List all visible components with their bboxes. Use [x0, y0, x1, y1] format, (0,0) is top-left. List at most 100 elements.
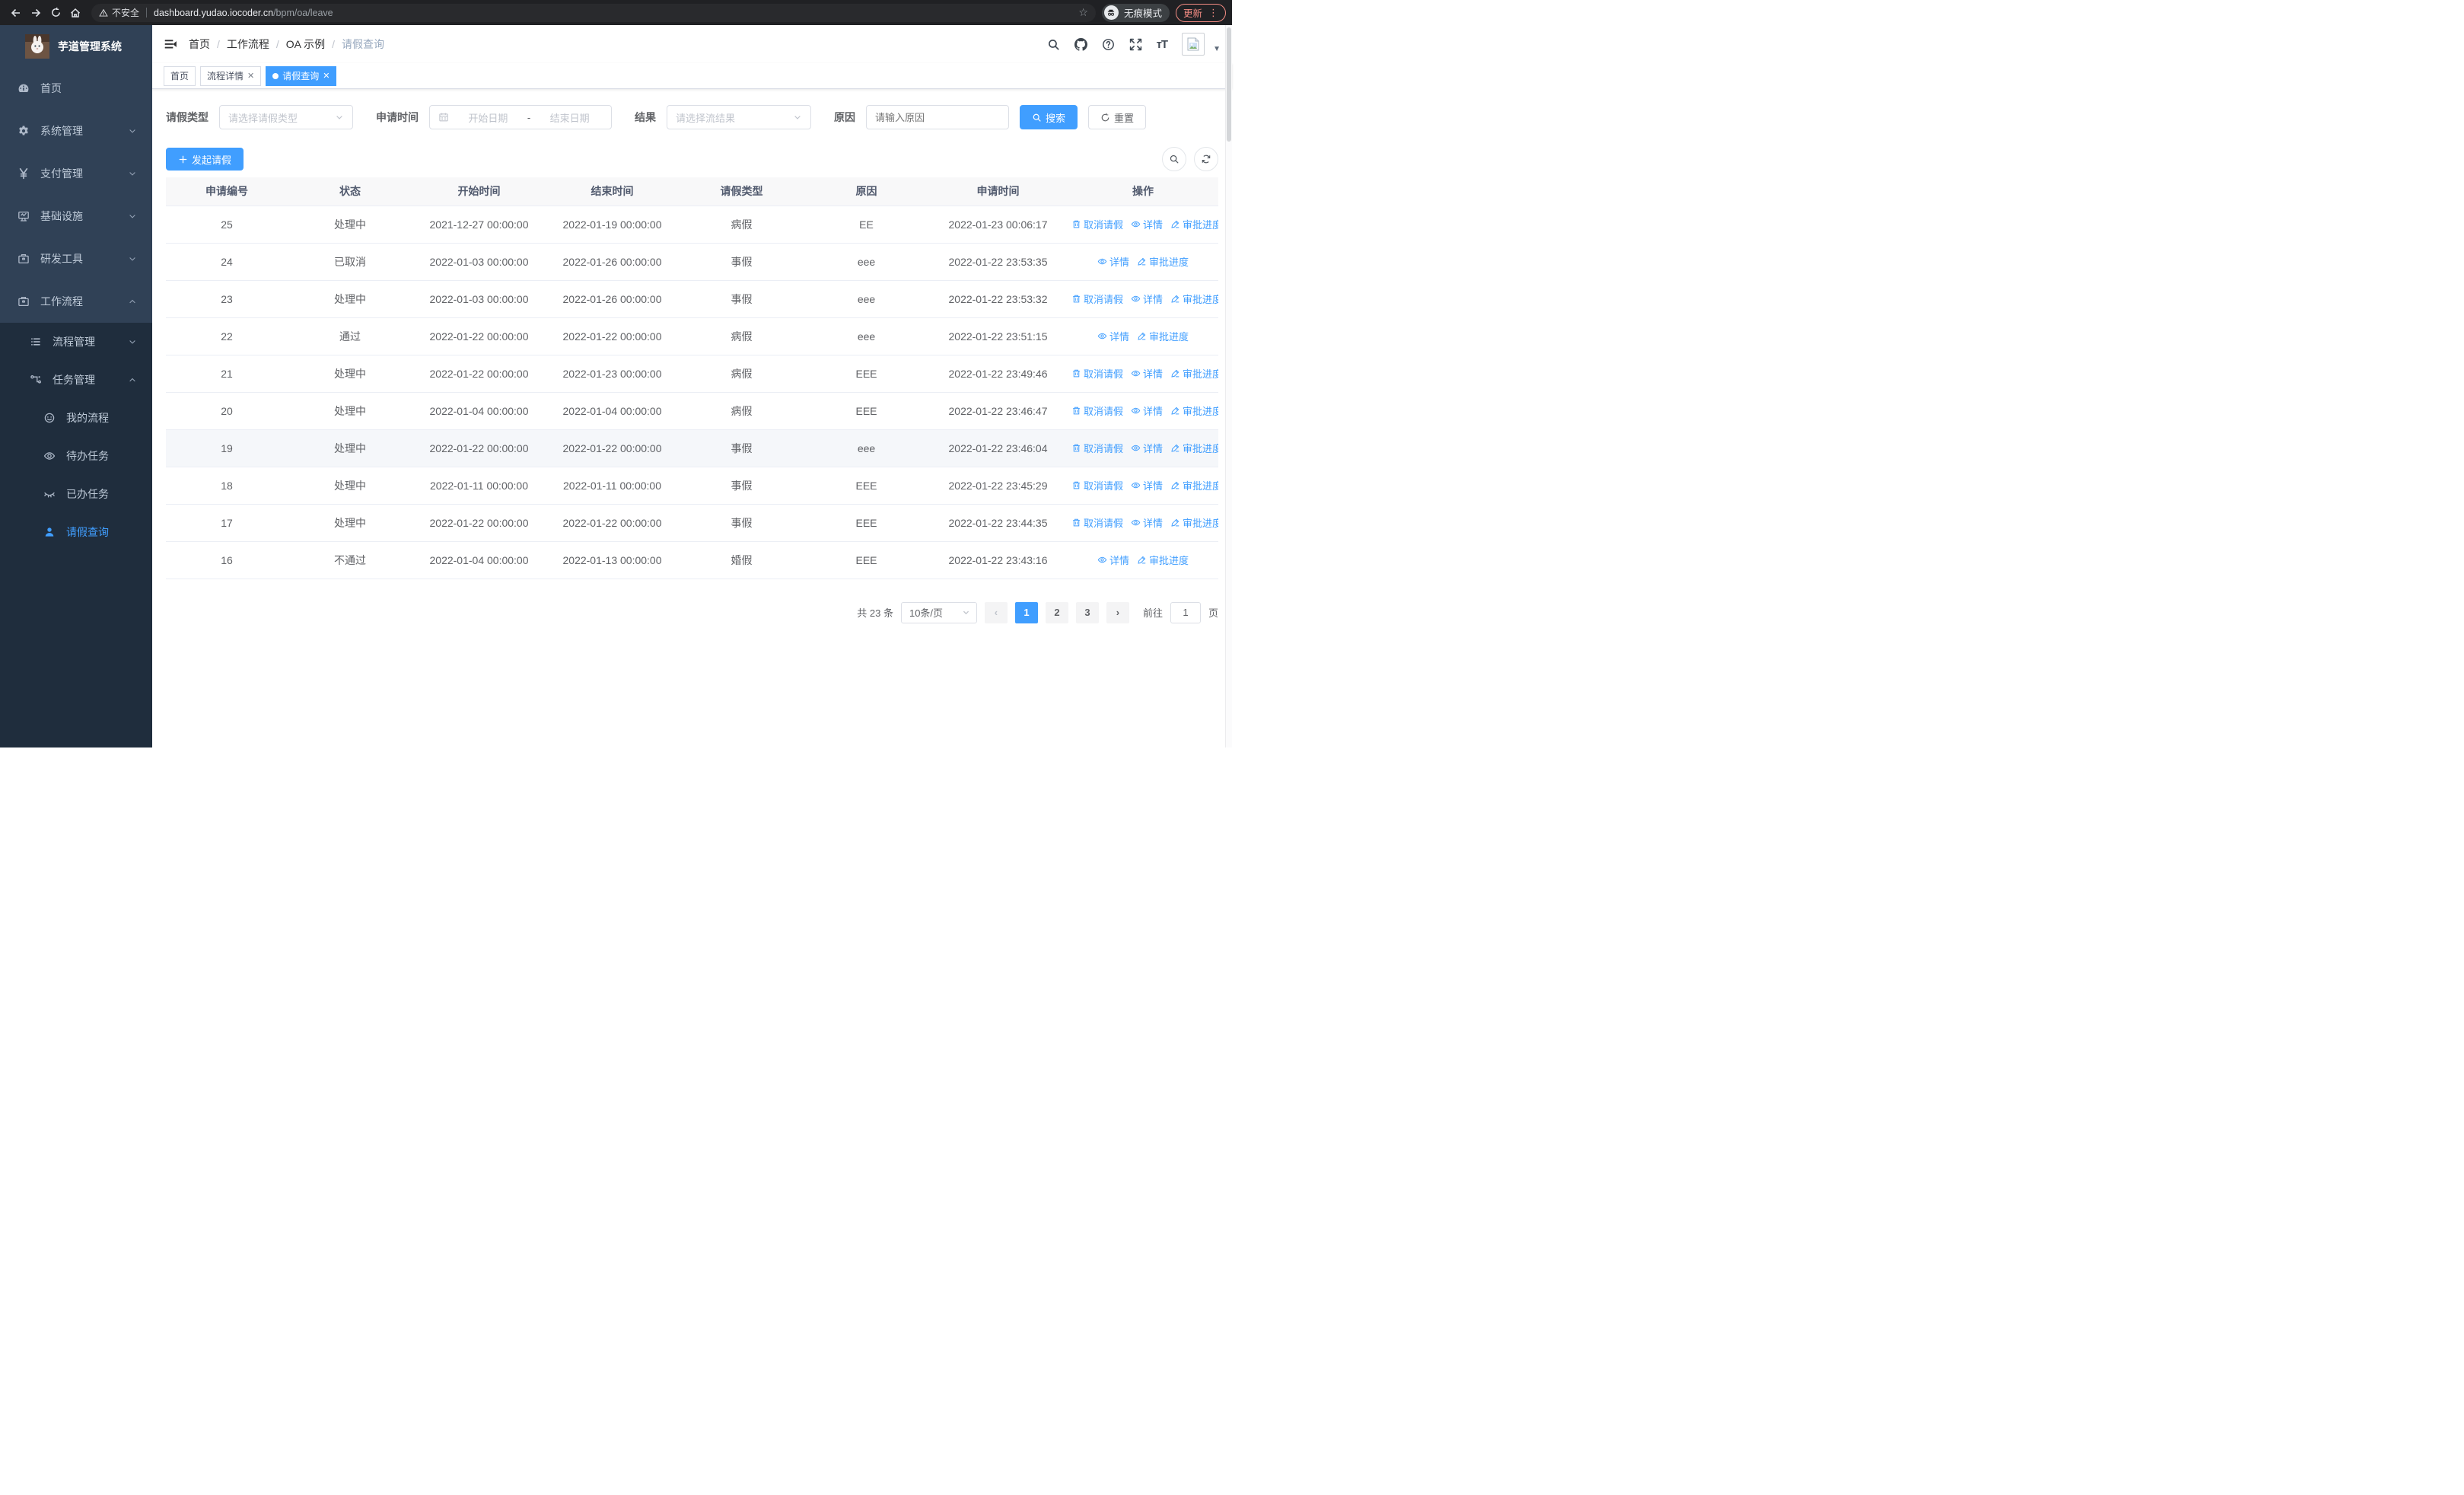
- cancel-leave-link[interactable]: 取消请假: [1071, 217, 1123, 231]
- fullscreen-icon[interactable]: [1129, 38, 1142, 51]
- detail-link[interactable]: 详情: [1131, 441, 1163, 455]
- table-row[interactable]: 22 通过 2022-01-22 00:00:00 2022-01-22 00:00:…: [166, 317, 1218, 355]
- next-page-button[interactable]: ›: [1106, 601, 1129, 623]
- table-row[interactable]: 18 处理中 2022-01-11 00:00:00 2022-01-11 00:00…: [166, 467, 1218, 505]
- detail-link[interactable]: 详情: [1097, 329, 1129, 343]
- table-row[interactable]: 20 处理中 2022-01-04 00:00:00 2022-01-04 00:00…: [166, 392, 1218, 430]
- user-menu-caret-icon[interactable]: ▼: [1213, 44, 1221, 53]
- sidebar-item-task-management[interactable]: 任务管理: [0, 361, 152, 399]
- browser-update-button[interactable]: 更新 ⋮: [1175, 3, 1226, 22]
- reset-button[interactable]: 重置: [1088, 105, 1147, 129]
- sidebar-item-todo-tasks[interactable]: 待办任务: [0, 437, 152, 475]
- table-body: 25 处理中 2021-12-27 00:00:00 2022-01-19 00:00…: [166, 206, 1218, 579]
- detail-link[interactable]: 详情: [1097, 254, 1129, 269]
- forward-icon[interactable]: [26, 3, 46, 23]
- detail-link[interactable]: 详情: [1131, 366, 1163, 381]
- sidebar-item-home[interactable]: 首页: [0, 67, 152, 110]
- detail-link[interactable]: 详情: [1097, 553, 1129, 567]
- tab-process-detail[interactable]: 流程详情 ✕: [200, 65, 262, 86]
- approval-progress-link[interactable]: 审批进度: [1170, 292, 1218, 306]
- sidebar-item-process-management[interactable]: 流程管理: [0, 323, 152, 361]
- approval-progress-link[interactable]: 审批进度: [1170, 217, 1218, 231]
- approval-progress-link[interactable]: 审批进度: [1170, 515, 1218, 530]
- header-search-icon[interactable]: [1047, 38, 1060, 51]
- approval-progress-link[interactable]: 审批进度: [1137, 329, 1189, 343]
- page-scrollbar[interactable]: [1225, 25, 1232, 748]
- tab-home[interactable]: 首页: [164, 65, 196, 86]
- cell-end-time: 2022-01-13 00:00:00: [546, 541, 679, 579]
- approval-progress-link[interactable]: 审批进度: [1170, 478, 1218, 492]
- logo-row[interactable]: 芋道管理系统: [0, 25, 152, 67]
- approval-progress-link[interactable]: 审批进度: [1137, 254, 1189, 269]
- sidebar-item-system-management[interactable]: 系统管理: [0, 110, 152, 152]
- not-secure-warning[interactable]: 不安全: [99, 6, 139, 19]
- sidebar-item-infrastructure[interactable]: 基础设施: [0, 195, 152, 237]
- cell-apply-time: 2022-01-22 23:51:15: [928, 317, 1068, 355]
- close-icon[interactable]: ✕: [323, 72, 330, 81]
- table-row[interactable]: 21 处理中 2022-01-22 00:00:00 2022-01-23 00:00…: [166, 355, 1218, 393]
- search-button[interactable]: 搜索: [1020, 105, 1078, 129]
- reason-input[interactable]: [866, 105, 1009, 129]
- sidebar-item-my-process[interactable]: 我的流程: [0, 399, 152, 437]
- cancel-leave-link[interactable]: 取消请假: [1071, 292, 1123, 306]
- cancel-leave-link[interactable]: 取消请假: [1071, 366, 1123, 381]
- reload-icon[interactable]: [46, 3, 65, 23]
- cancel-leave-link[interactable]: 取消请假: [1071, 515, 1123, 530]
- tab-leave-query[interactable]: 请假查询 ✕: [266, 65, 337, 86]
- table-row[interactable]: 19 处理中 2022-01-22 00:00:00 2022-01-22 00:00…: [166, 429, 1218, 467]
- create-leave-button[interactable]: 发起请假: [166, 148, 244, 171]
- cell-start-time: 2022-01-22 00:00:00: [412, 355, 546, 393]
- prev-page-button[interactable]: ‹: [984, 601, 1008, 623]
- table-row[interactable]: 16 不通过 2022-01-04 00:00:00 2022-01-13 00:00…: [166, 541, 1218, 579]
- sidebar-item-leave-query[interactable]: 请假查询: [0, 513, 152, 551]
- sidebar-fold-icon[interactable]: [164, 37, 177, 51]
- cancel-leave-link[interactable]: 取消请假: [1071, 478, 1123, 492]
- page-size-select[interactable]: 10条/页: [900, 601, 977, 623]
- goto-page-input[interactable]: [1170, 601, 1201, 623]
- refresh-table-button[interactable]: [1194, 147, 1218, 171]
- result-select[interactable]: 请选择流结果: [667, 105, 811, 129]
- approval-progress-link[interactable]: 审批进度: [1170, 366, 1218, 381]
- approval-progress-link[interactable]: 审批进度: [1170, 441, 1218, 455]
- close-icon[interactable]: ✕: [247, 72, 255, 81]
- breadcrumb-home[interactable]: 首页: [189, 38, 210, 50]
- scrollbar-thumb[interactable]: [1227, 27, 1231, 142]
- chevron-down-icon: [128, 126, 137, 135]
- bookmark-star-icon[interactable]: ☆: [1078, 6, 1088, 18]
- avatar[interactable]: [1182, 33, 1205, 56]
- approval-progress-link[interactable]: 审批进度: [1137, 553, 1189, 567]
- approval-progress-link[interactable]: 审批进度: [1170, 403, 1218, 418]
- table-row[interactable]: 24 已取消 2022-01-03 00:00:00 2022-01-26 00:00…: [166, 243, 1218, 281]
- detail-link[interactable]: 详情: [1131, 403, 1163, 418]
- browser-menu-icon[interactable]: ⋮: [1208, 6, 1218, 18]
- sidebar-item-dev-tools[interactable]: 研发工具: [0, 237, 152, 280]
- apply-time-range-picker[interactable]: 开始日期 - 结束日期: [429, 105, 612, 129]
- breadcrumb-oa[interactable]: OA 示例: [285, 38, 326, 50]
- detail-link[interactable]: 详情: [1131, 515, 1163, 530]
- home-icon[interactable]: [65, 3, 85, 23]
- page-button-3[interactable]: 3: [1075, 601, 1099, 623]
- toggle-search-button[interactable]: [1162, 147, 1186, 171]
- help-icon[interactable]: [1102, 38, 1115, 51]
- github-icon[interactable]: [1074, 37, 1087, 51]
- detail-link[interactable]: 详情: [1131, 217, 1163, 231]
- font-size-icon[interactable]: ᴛT: [1156, 37, 1168, 51]
- sidebar-item-done-tasks[interactable]: 已办任务: [0, 475, 152, 513]
- cancel-leave-link[interactable]: 取消请假: [1071, 441, 1123, 455]
- table-row[interactable]: 23 处理中 2022-01-03 00:00:00 2022-01-26 00:00…: [166, 280, 1218, 318]
- back-icon[interactable]: [6, 3, 26, 23]
- cancel-leave-link[interactable]: 取消请假: [1071, 403, 1123, 418]
- sidebar-item-payment-management[interactable]: 支付管理: [0, 152, 152, 195]
- detail-link[interactable]: 详情: [1131, 478, 1163, 492]
- cell-reason: eee: [804, 243, 928, 281]
- table-row[interactable]: 17 处理中 2022-01-22 00:00:00 2022-01-22 00:00…: [166, 504, 1218, 542]
- page-button-1[interactable]: 1: [1014, 601, 1038, 623]
- sidebar-item-workflow[interactable]: 工作流程: [0, 280, 152, 323]
- leave-type-select[interactable]: 请选择请假类型: [219, 105, 353, 129]
- cell-end-time: 2022-01-11 00:00:00: [546, 467, 679, 505]
- address-bar[interactable]: 不安全 dashboard.yudao.iocoder.cn/bpm/oa/le…: [91, 3, 1096, 22]
- detail-link[interactable]: 详情: [1131, 292, 1163, 306]
- breadcrumb-workflow[interactable]: 工作流程: [226, 38, 269, 50]
- page-button-2[interactable]: 2: [1045, 601, 1068, 623]
- table-row[interactable]: 25 处理中 2021-12-27 00:00:00 2022-01-19 00:00…: [166, 206, 1218, 244]
